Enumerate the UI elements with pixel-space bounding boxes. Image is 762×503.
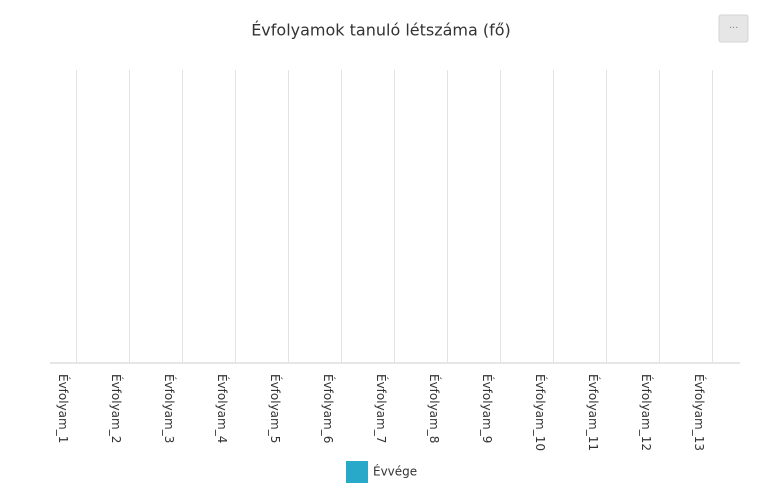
x-tick-label: Évfolyam_8 (427, 374, 442, 443)
x-tick-label: Évfolyam_6 (321, 374, 336, 443)
x-tick-label: Évfolyam_3 (162, 374, 177, 443)
x-tick-label: Évfolyam_5 (268, 374, 283, 443)
chart-title: Évfolyamok tanuló létszáma (fő) (251, 21, 511, 40)
legend-swatch[interactable] (346, 461, 368, 483)
x-tick-label: Évfolyam_2 (109, 374, 124, 443)
x-tick-label: Évfolyam_7 (374, 374, 389, 443)
x-tick-label: Évfolyam_1 (56, 374, 71, 443)
menu-icon[interactable]: ··· (729, 23, 739, 34)
legend-label[interactable]: Évvége (373, 464, 417, 479)
x-tick-label: Évfolyam_9 (480, 374, 495, 443)
x-tick-label: Évfolyam_4 (215, 374, 230, 443)
x-tick-label: Évfolyam_10 (533, 374, 548, 451)
menu-button[interactable] (718, 14, 749, 43)
x-tick-label: Évfolyam_12 (639, 374, 654, 451)
x-tick-label: Évfolyam_11 (586, 374, 601, 451)
x-tick-label: Évfolyam_13 (692, 374, 707, 451)
